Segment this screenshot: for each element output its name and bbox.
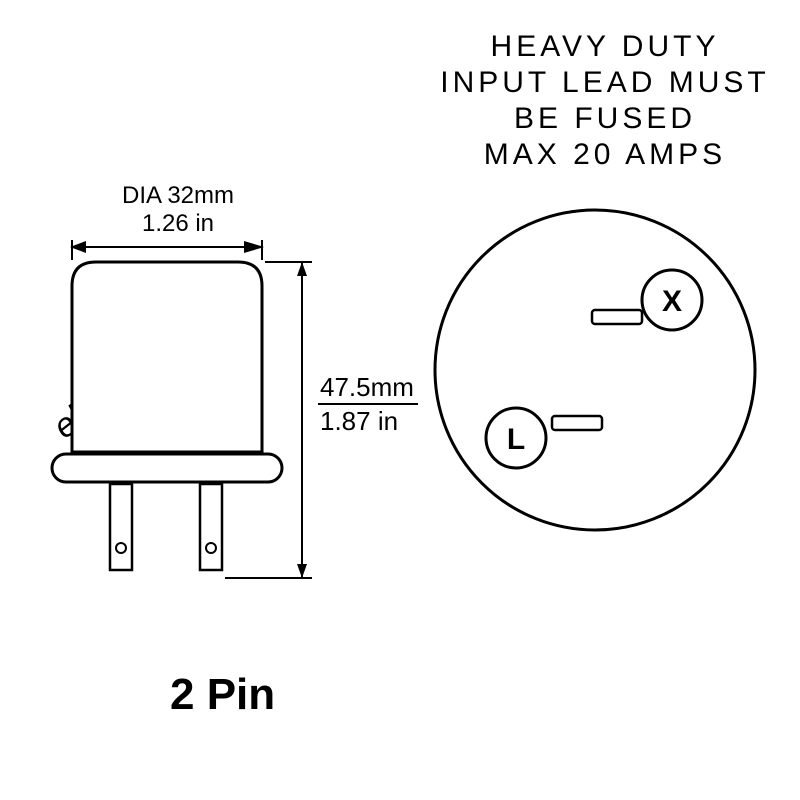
flasher-side-body bbox=[72, 262, 262, 452]
terminal-x-label: X bbox=[662, 285, 682, 318]
flasher-flange bbox=[52, 454, 282, 482]
terminal-l-label: L bbox=[507, 423, 525, 456]
pin-2 bbox=[200, 484, 222, 570]
diagram-canvas: HEAVY DUTY INPUT LEAD MUST BE FUSED MAX … bbox=[0, 0, 800, 800]
pin-1 bbox=[110, 484, 132, 570]
diameter-dimension-arrow bbox=[72, 240, 262, 260]
technical-drawing-svg: X L bbox=[0, 0, 800, 800]
flasher-bottom-view: X L bbox=[435, 210, 755, 530]
